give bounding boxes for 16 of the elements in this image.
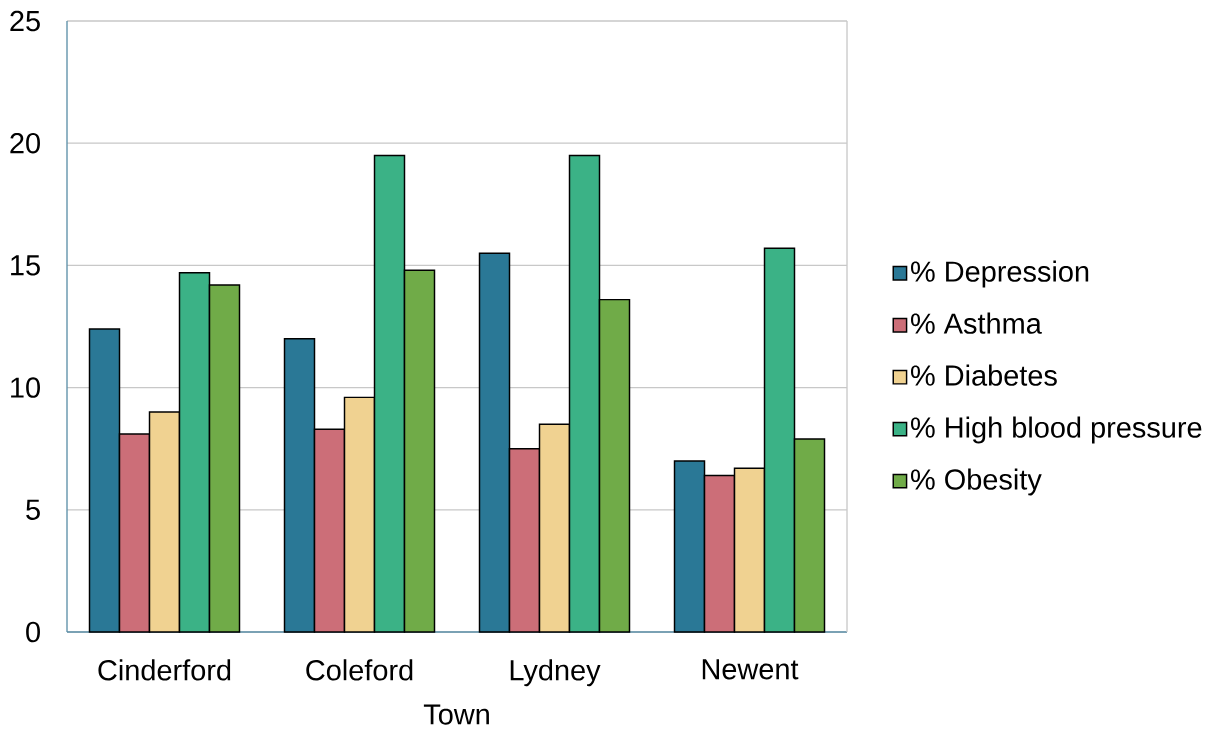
y-tick-label: 20 [10,132,40,154]
y-tick-label: 15 [11,255,40,276]
legend-label: % High blood pressure [911,416,1202,444]
x-tick-label: Newent [702,659,799,680]
y-tick-label: 10 [11,377,40,398]
y-tick-label: 5 [26,499,40,520]
x-tick-label: Coleford [306,659,413,681]
y-tick-label: 25 [10,10,40,32]
legend-label: % Diabetes [911,364,1057,386]
legend-label: % Obesity [911,468,1042,496]
y-tick-label: 0 [26,621,40,643]
x-axis-title: Town [423,704,489,725]
x-tick-label: Cinderford [98,659,231,681]
legend-label: % Asthma [911,312,1042,334]
legend-label: % Depression [911,260,1089,288]
x-tick-label: Lydney [510,659,601,687]
